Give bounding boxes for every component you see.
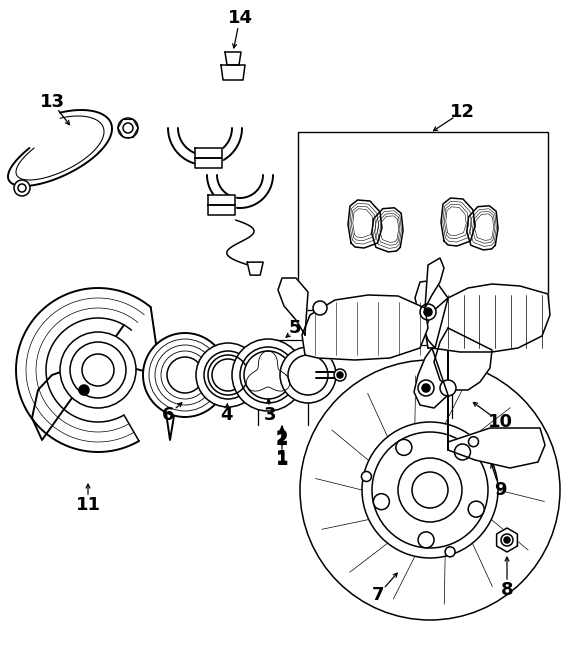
Polygon shape <box>208 195 235 205</box>
Polygon shape <box>414 348 448 408</box>
Polygon shape <box>348 200 382 248</box>
Text: 1: 1 <box>276 451 288 469</box>
Polygon shape <box>195 158 222 168</box>
Polygon shape <box>195 148 222 158</box>
Text: 9: 9 <box>494 481 506 499</box>
Text: 5: 5 <box>289 319 301 337</box>
Polygon shape <box>425 258 444 308</box>
Text: 11: 11 <box>75 496 101 514</box>
Circle shape <box>240 347 296 403</box>
Circle shape <box>155 345 215 405</box>
Circle shape <box>418 380 434 396</box>
Circle shape <box>501 534 513 546</box>
Circle shape <box>161 351 209 399</box>
Circle shape <box>313 301 327 315</box>
Polygon shape <box>302 295 428 360</box>
Circle shape <box>337 372 343 378</box>
Circle shape <box>82 354 114 386</box>
Circle shape <box>334 369 346 381</box>
Circle shape <box>468 501 484 517</box>
Circle shape <box>14 180 30 196</box>
Circle shape <box>372 432 488 548</box>
Circle shape <box>418 532 434 548</box>
Circle shape <box>204 351 252 399</box>
Text: 3: 3 <box>264 406 276 424</box>
Circle shape <box>123 123 133 133</box>
Circle shape <box>469 437 478 446</box>
Polygon shape <box>496 528 517 552</box>
Polygon shape <box>425 284 550 352</box>
Circle shape <box>420 304 436 320</box>
Text: 4: 4 <box>220 406 232 424</box>
Circle shape <box>440 380 456 396</box>
Polygon shape <box>415 280 448 348</box>
Circle shape <box>248 355 288 395</box>
Polygon shape <box>225 52 241 65</box>
Circle shape <box>300 360 560 620</box>
Circle shape <box>374 494 389 510</box>
Circle shape <box>167 357 203 393</box>
Polygon shape <box>278 278 308 335</box>
Circle shape <box>454 444 470 460</box>
Circle shape <box>18 184 26 192</box>
Polygon shape <box>372 208 403 252</box>
Polygon shape <box>467 206 498 250</box>
Circle shape <box>412 472 448 508</box>
Circle shape <box>424 308 432 316</box>
Polygon shape <box>247 262 263 275</box>
Bar <box>298 132 548 310</box>
Circle shape <box>504 537 510 543</box>
Text: 7: 7 <box>372 586 384 604</box>
Text: 14: 14 <box>228 9 252 27</box>
Circle shape <box>212 359 244 391</box>
Polygon shape <box>434 328 492 390</box>
Circle shape <box>422 384 430 392</box>
Circle shape <box>196 343 260 407</box>
Circle shape <box>143 333 227 417</box>
Circle shape <box>70 342 126 398</box>
Text: 12: 12 <box>449 103 474 121</box>
Text: 6: 6 <box>162 406 174 424</box>
Circle shape <box>362 472 371 481</box>
Polygon shape <box>448 428 545 468</box>
Text: 2: 2 <box>276 429 288 447</box>
Circle shape <box>288 355 328 395</box>
Text: 2: 2 <box>276 431 288 449</box>
Circle shape <box>398 458 462 522</box>
Circle shape <box>60 332 136 408</box>
Text: 13: 13 <box>40 93 65 111</box>
Circle shape <box>244 351 292 399</box>
Polygon shape <box>441 198 475 246</box>
Polygon shape <box>221 65 245 80</box>
Circle shape <box>445 547 455 557</box>
Text: 1: 1 <box>276 449 288 467</box>
Circle shape <box>396 439 412 456</box>
Circle shape <box>79 385 89 395</box>
Polygon shape <box>208 205 235 215</box>
Circle shape <box>149 339 221 411</box>
Circle shape <box>280 347 336 403</box>
Text: 10: 10 <box>487 413 512 431</box>
Circle shape <box>362 422 498 558</box>
Circle shape <box>118 118 138 138</box>
Circle shape <box>232 339 304 411</box>
Text: 8: 8 <box>501 581 513 599</box>
